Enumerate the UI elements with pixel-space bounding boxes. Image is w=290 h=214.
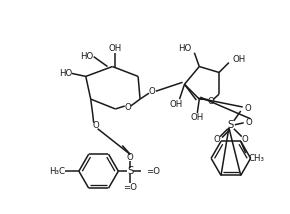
Text: O: O xyxy=(241,135,248,144)
Text: O: O xyxy=(208,97,215,106)
Text: O: O xyxy=(92,121,99,130)
Text: O: O xyxy=(245,104,251,113)
Text: OH: OH xyxy=(233,55,246,64)
Text: O: O xyxy=(148,87,155,96)
Text: O: O xyxy=(127,153,134,162)
Text: S: S xyxy=(127,166,133,176)
Text: OH: OH xyxy=(170,100,183,108)
Text: CH₃: CH₃ xyxy=(249,153,265,162)
Text: S: S xyxy=(228,120,234,130)
Text: O: O xyxy=(124,103,131,111)
Text: HO: HO xyxy=(80,52,94,61)
Text: OH: OH xyxy=(109,44,122,53)
Text: O: O xyxy=(245,118,252,127)
Text: HO: HO xyxy=(178,44,191,53)
Text: O: O xyxy=(214,135,220,144)
Text: =O: =O xyxy=(146,167,160,176)
Text: H₃C: H₃C xyxy=(49,167,65,176)
Text: =O: =O xyxy=(123,183,137,192)
Text: OH: OH xyxy=(191,113,204,122)
Text: HO: HO xyxy=(59,69,72,78)
